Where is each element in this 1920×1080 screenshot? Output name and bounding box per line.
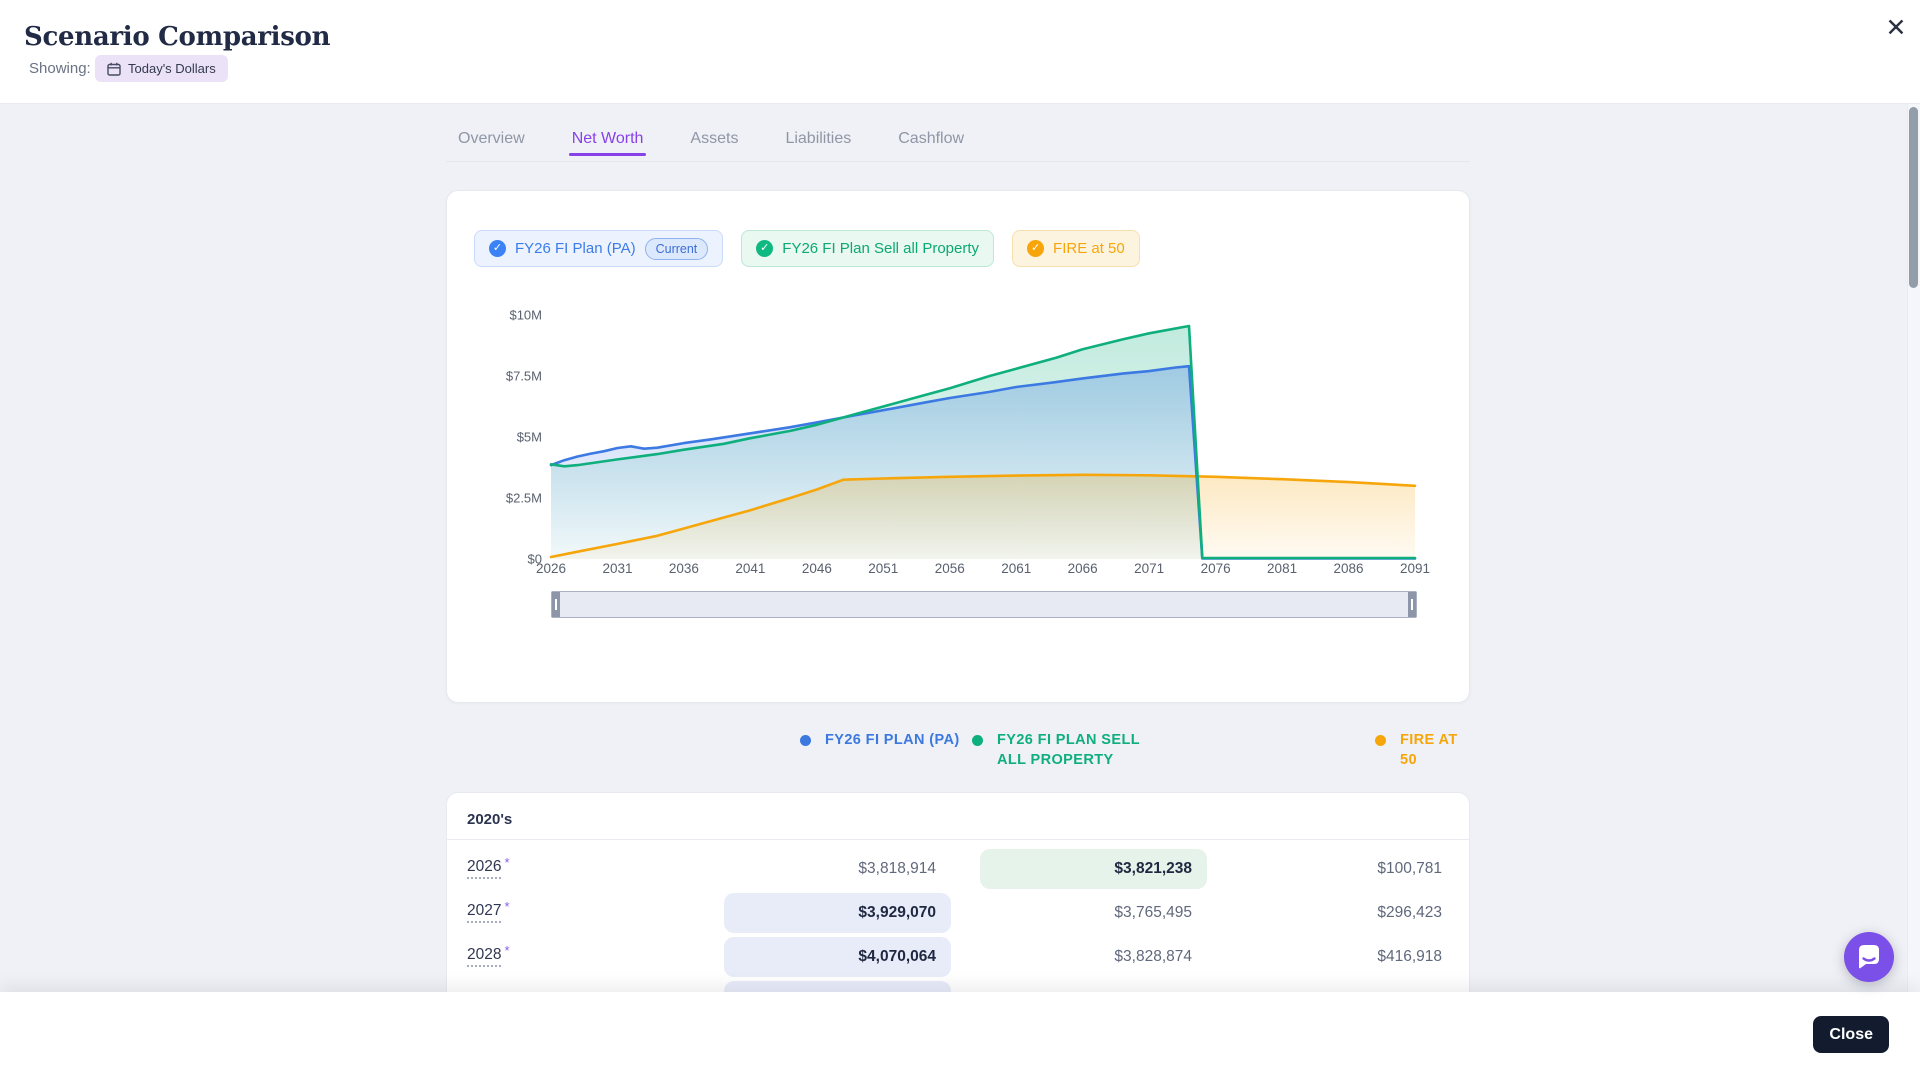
chart-range-slider[interactable] bbox=[551, 591, 1417, 618]
calendar-icon bbox=[107, 62, 121, 76]
legend-label: FY26 FI PLAN SELL ALL PROPERTY bbox=[997, 732, 1140, 768]
content-column: Overview Net Worth Assets Liabilities Cashfl… bbox=[446, 104, 1470, 1032]
chat-bubble-icon bbox=[1844, 932, 1894, 982]
scenario-chip-3[interactable]: ✓ FIRE at 50 bbox=[1012, 230, 1140, 267]
year-link-2026[interactable]: 2026 * bbox=[467, 855, 510, 879]
scenario-chip-1[interactable]: ✓ FY26 FI Plan (PA) Current bbox=[474, 230, 724, 267]
net-worth-chart: $0 $2.5M $5M $7.5M $10M 2026 2031 2036 2041 2046 2… bbox=[506, 308, 1430, 577]
y-axis-tick: $0 bbox=[528, 552, 542, 567]
x-axis-tick: 2031 bbox=[602, 561, 632, 576]
range-handle-right[interactable] bbox=[1408, 592, 1416, 617]
value-cell-2028-scenario1: $4,070,064 bbox=[724, 937, 951, 977]
chat-launcher[interactable] bbox=[1844, 932, 1894, 982]
y-axis-tick: $5M bbox=[517, 430, 542, 445]
value-cell-2027-scenario3: $296,423 bbox=[1377, 904, 1442, 921]
y-axis-tick: $7.5M bbox=[506, 369, 542, 384]
close-icon[interactable]: ✕ bbox=[1885, 14, 1907, 42]
tab-cashflow[interactable]: Cashflow bbox=[898, 130, 965, 147]
legend-item-3: FIRE AT 50 bbox=[1375, 730, 1470, 770]
check-circle-icon: ✓ bbox=[489, 240, 506, 257]
x-axis-tick: 2051 bbox=[868, 561, 898, 576]
x-axis-tick: 2041 bbox=[735, 561, 765, 576]
net-worth-chart-card: ✓ FY26 FI Plan (PA) Current ✓ FY26 FI Plan S… bbox=[446, 190, 1470, 703]
check-circle-icon: ✓ bbox=[1027, 240, 1045, 257]
value-cell-2026-scenario3: $100,781 bbox=[1377, 860, 1442, 877]
tab-liabilities[interactable]: Liabilities bbox=[785, 130, 852, 147]
legend-dot-icon bbox=[1375, 735, 1386, 746]
legend-item-1: FY26 FI PLAN (PA) bbox=[800, 730, 1000, 750]
tab-overview[interactable]: Overview bbox=[458, 130, 525, 147]
value-cell-2027-scenario2: $3,765,495 bbox=[1114, 904, 1192, 921]
legend-label: FY26 FI PLAN (PA) bbox=[825, 732, 960, 748]
decade-section-title: 2020's bbox=[467, 811, 513, 828]
showing-label: Showing: bbox=[29, 60, 91, 77]
range-handle-left[interactable] bbox=[552, 592, 560, 617]
value-cell-2026-scenario1: $3,818,914 bbox=[858, 860, 936, 877]
todays-dollars-toggle[interactable]: Today's Dollars bbox=[95, 55, 228, 82]
chart-line-3 bbox=[549, 473, 1417, 559]
close-button[interactable]: Close bbox=[1813, 1016, 1889, 1053]
value-cell-2027-scenario1: $3,929,070 bbox=[724, 893, 951, 933]
x-axis-tick: 2061 bbox=[1001, 561, 1031, 576]
tab-assets[interactable]: Assets bbox=[690, 130, 739, 147]
value-cell-2026-scenario2: $3,821,238 bbox=[980, 849, 1207, 889]
modal-body: Overview Net Worth Assets Liabilities Cashfl… bbox=[0, 104, 1920, 1032]
legend-dot-icon bbox=[800, 735, 811, 746]
year-link-2028[interactable]: 2028 * bbox=[467, 943, 510, 967]
current-badge: Current bbox=[644, 237, 709, 260]
x-axis-tick: 2036 bbox=[669, 561, 699, 576]
x-axis-tick: 2086 bbox=[1334, 561, 1364, 576]
x-axis-tick: 2026 bbox=[536, 561, 566, 576]
x-axis-tick: 2071 bbox=[1134, 561, 1164, 576]
todays-dollars-label: Today's Dollars bbox=[128, 61, 216, 76]
modal-footer: Close bbox=[0, 992, 1920, 1080]
scenario-chip-label: FIRE at 50 bbox=[1053, 240, 1125, 257]
check-circle-icon: ✓ bbox=[756, 240, 774, 257]
x-axis-tick: 2081 bbox=[1267, 561, 1297, 576]
legend-label: FIRE AT 50 bbox=[1400, 732, 1458, 768]
chart-line-1 bbox=[549, 364, 1417, 560]
year-link-2027[interactable]: 2027 * bbox=[467, 899, 510, 923]
page-title: Scenario Comparison bbox=[24, 22, 331, 52]
x-axis-tick: 2076 bbox=[1201, 561, 1231, 576]
legend-dot-icon bbox=[972, 735, 983, 746]
value-cell-2028-scenario2: $3,828,874 bbox=[1114, 948, 1192, 965]
y-axis-tick: $2.5M bbox=[506, 491, 542, 506]
table-row: 2028 * $4,070,064 $3,828,874 $416,918 bbox=[447, 937, 1469, 977]
x-axis-tick: 2066 bbox=[1068, 561, 1098, 576]
value-cell-2028-scenario3: $416,918 bbox=[1377, 948, 1442, 965]
tab-net-worth[interactable]: Net Worth bbox=[568, 118, 647, 161]
vertical-scrollbar bbox=[1907, 104, 1920, 992]
x-axis-tick: 2056 bbox=[935, 561, 965, 576]
x-axis-tick: 2091 bbox=[1400, 561, 1430, 576]
scenario-chip-2[interactable]: ✓ FY26 FI Plan Sell all Property bbox=[741, 230, 995, 267]
chart-line-2 bbox=[549, 324, 1417, 560]
x-axis-tick: 2046 bbox=[802, 561, 832, 576]
legend-item-2: FY26 FI PLAN SELL ALL PROPERTY bbox=[972, 730, 1157, 770]
table-row: 2027 * $3,929,070 $3,765,495 $296,423 bbox=[447, 893, 1469, 933]
table-row: 2026 * $3,818,914 $3,821,238 $100,781 bbox=[447, 849, 1469, 889]
vertical-scrollbar-thumb[interactable] bbox=[1909, 107, 1918, 288]
section-divider bbox=[447, 839, 1469, 840]
chart-legend: FY26 FI PLAN (PA) FY26 FI PLAN SELL ALL P… bbox=[446, 730, 1470, 776]
modal-header: Scenario Comparison Showing: Today's Dol… bbox=[0, 0, 1920, 104]
tab-bar: Overview Net Worth Assets Liabilities Cashfl… bbox=[446, 118, 1470, 162]
scenario-chip-label: FY26 FI Plan Sell all Property bbox=[782, 240, 980, 257]
y-axis-tick: $10M bbox=[509, 308, 542, 323]
scenario-chip-row: ✓ FY26 FI Plan (PA) Current ✓ FY26 FI Plan S… bbox=[474, 230, 1140, 267]
scenario-chip-label: FY26 FI Plan (PA) bbox=[515, 240, 636, 257]
